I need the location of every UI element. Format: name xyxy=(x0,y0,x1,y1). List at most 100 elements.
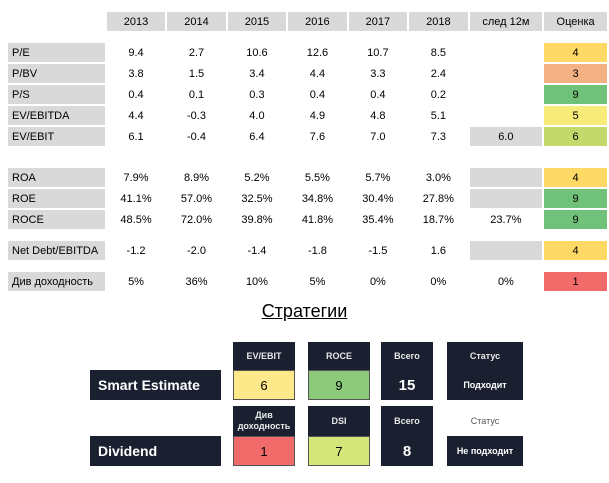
header-score: Оценка xyxy=(544,12,607,31)
cell-value: 5.2% xyxy=(227,168,287,187)
cell-value: 10% xyxy=(227,272,287,291)
cell-value: 35.4% xyxy=(348,210,408,229)
row-label: ROE xyxy=(8,189,105,208)
cell-value: 41.1% xyxy=(106,189,166,208)
cell-value: 6.4 xyxy=(227,127,287,146)
cell-value: 30.4% xyxy=(348,189,408,208)
cell-value: 1.6 xyxy=(409,241,468,260)
cell-value: -1.2 xyxy=(106,241,166,260)
cell-value: 2.7 xyxy=(167,43,226,62)
cell-score: 4 xyxy=(544,168,607,187)
cell-value: 4.9 xyxy=(288,106,347,125)
smart-header-total: Всего xyxy=(381,342,433,370)
row-label: Net Debt/EBITDA xyxy=(8,241,105,260)
cell-value: -2.0 xyxy=(167,241,226,260)
row-label: P/BV xyxy=(8,64,105,83)
cell-value: 41.8% xyxy=(288,210,347,229)
row-label: EV/EBITDA xyxy=(8,106,105,125)
cell-forward xyxy=(469,168,543,187)
cell-value: 0.4 xyxy=(288,85,347,104)
dividend-total-value: 8 xyxy=(381,436,433,466)
header-corner xyxy=(8,12,105,31)
table-row: P/E 9.4 2.7 10.6 12.6 10.7 8.5 4 xyxy=(8,43,607,62)
cell-value: 4.4 xyxy=(106,106,166,125)
smart-header-ev-ebit: EV/EBIT xyxy=(233,342,295,370)
cell-value: 27.8% xyxy=(409,189,468,208)
cell-value: 6.1 xyxy=(106,127,166,146)
cell-forward: 0% xyxy=(469,272,543,291)
row-label: P/E xyxy=(8,43,105,62)
cell-score: 4 xyxy=(544,43,607,62)
cell-value: 8.5 xyxy=(409,43,468,62)
cell-value: 5.1 xyxy=(409,106,468,125)
smart-total-value: 15 xyxy=(381,370,433,400)
cell-value: 0.3 xyxy=(227,85,287,104)
cell-value: 8.9% xyxy=(167,168,226,187)
cell-value: 10.6 xyxy=(227,43,287,62)
smart-ev-ebit-value: 6 xyxy=(233,370,295,400)
cell-forward xyxy=(469,106,543,125)
cell-value: 12.6 xyxy=(288,43,347,62)
cell-score: 1 xyxy=(544,272,607,291)
row-label: P/S xyxy=(8,85,105,104)
header-year: 2017 xyxy=(348,12,408,31)
cell-value: 18.7% xyxy=(409,210,468,229)
dividend-label: Dividend xyxy=(90,436,221,466)
table-row: ROA 7.9% 8.9% 5.2% 5.5% 5.7% 3.0% 4 xyxy=(8,168,607,187)
smart-estimate-label: Smart Estimate xyxy=(90,370,221,400)
cell-value: 3.3 xyxy=(348,64,408,83)
header-forward: след 12м xyxy=(469,12,543,31)
cell-value: 0% xyxy=(348,272,408,291)
table-row: P/BV 3.8 1.5 3.4 4.4 3.3 2.4 3 xyxy=(8,64,607,83)
dividend-status-value: Не подходит xyxy=(447,436,523,466)
cell-value: 9.4 xyxy=(106,43,166,62)
cell-score: 3 xyxy=(544,64,607,83)
cell-value: 4.4 xyxy=(288,64,347,83)
cell-value: 5% xyxy=(288,272,347,291)
cell-value: 2.4 xyxy=(409,64,468,83)
cell-value: -1.4 xyxy=(227,241,287,260)
cell-forward xyxy=(469,64,543,83)
cell-forward: 6.0 xyxy=(469,127,543,146)
cell-value: 0.2 xyxy=(409,85,468,104)
cell-value: -0.4 xyxy=(167,127,226,146)
cell-value: 0.1 xyxy=(167,85,226,104)
row-label: ROCE xyxy=(8,210,105,229)
header-row: 2013 2014 2015 2016 2017 2018 след 12м О… xyxy=(8,12,607,31)
dividend-header-dsi: DSI xyxy=(308,406,370,436)
cell-value: 3.8 xyxy=(106,64,166,83)
dividend-dsi-value: 7 xyxy=(308,436,370,466)
cell-value: 48.5% xyxy=(106,210,166,229)
dividend-yield-value: 1 xyxy=(233,436,295,466)
cell-value: 57.0% xyxy=(167,189,226,208)
cell-value: 32.5% xyxy=(227,189,287,208)
row-label: Див доходность xyxy=(8,272,105,291)
cell-value: 39.8% xyxy=(227,210,287,229)
cell-value: 4.0 xyxy=(227,106,287,125)
cell-forward xyxy=(469,189,543,208)
strategies-title: Стратегии xyxy=(261,301,348,321)
row-label: ROA xyxy=(8,168,105,187)
cell-value: 5% xyxy=(106,272,166,291)
table-row: EV/EBITDA 4.4 -0.3 4.0 4.9 4.8 5.1 5 xyxy=(8,106,607,125)
header-year: 2015 xyxy=(227,12,287,31)
cell-value: 10.7 xyxy=(348,43,408,62)
cell-value: 5.5% xyxy=(288,168,347,187)
cell-value: 34.8% xyxy=(288,189,347,208)
cell-value: 1.5 xyxy=(167,64,226,83)
cell-score: 4 xyxy=(544,241,607,260)
cell-value: -0.3 xyxy=(167,106,226,125)
cell-score: 5 xyxy=(544,106,607,125)
cell-value: 36% xyxy=(167,272,226,291)
smart-header-status: Статус xyxy=(447,342,523,370)
table-row: EV/EBIT 6.1 -0.4 6.4 7.6 7.0 7.3 6.0 6 xyxy=(8,127,607,146)
cell-value: 3.0% xyxy=(409,168,468,187)
smart-header-roce: ROCE xyxy=(308,342,370,370)
table-row: Див доходность 5% 36% 10% 5% 0% 0% 0% 1 xyxy=(8,272,607,291)
metrics-table: 2013 2014 2015 2016 2017 2018 след 12м О… xyxy=(6,10,609,293)
dividend-header-yield: Див доходность xyxy=(233,406,295,436)
header-year: 2014 xyxy=(167,12,226,31)
smart-status-value: Подходит xyxy=(447,370,523,400)
smart-roce-value: 9 xyxy=(308,370,370,400)
cell-forward: 23.7% xyxy=(469,210,543,229)
